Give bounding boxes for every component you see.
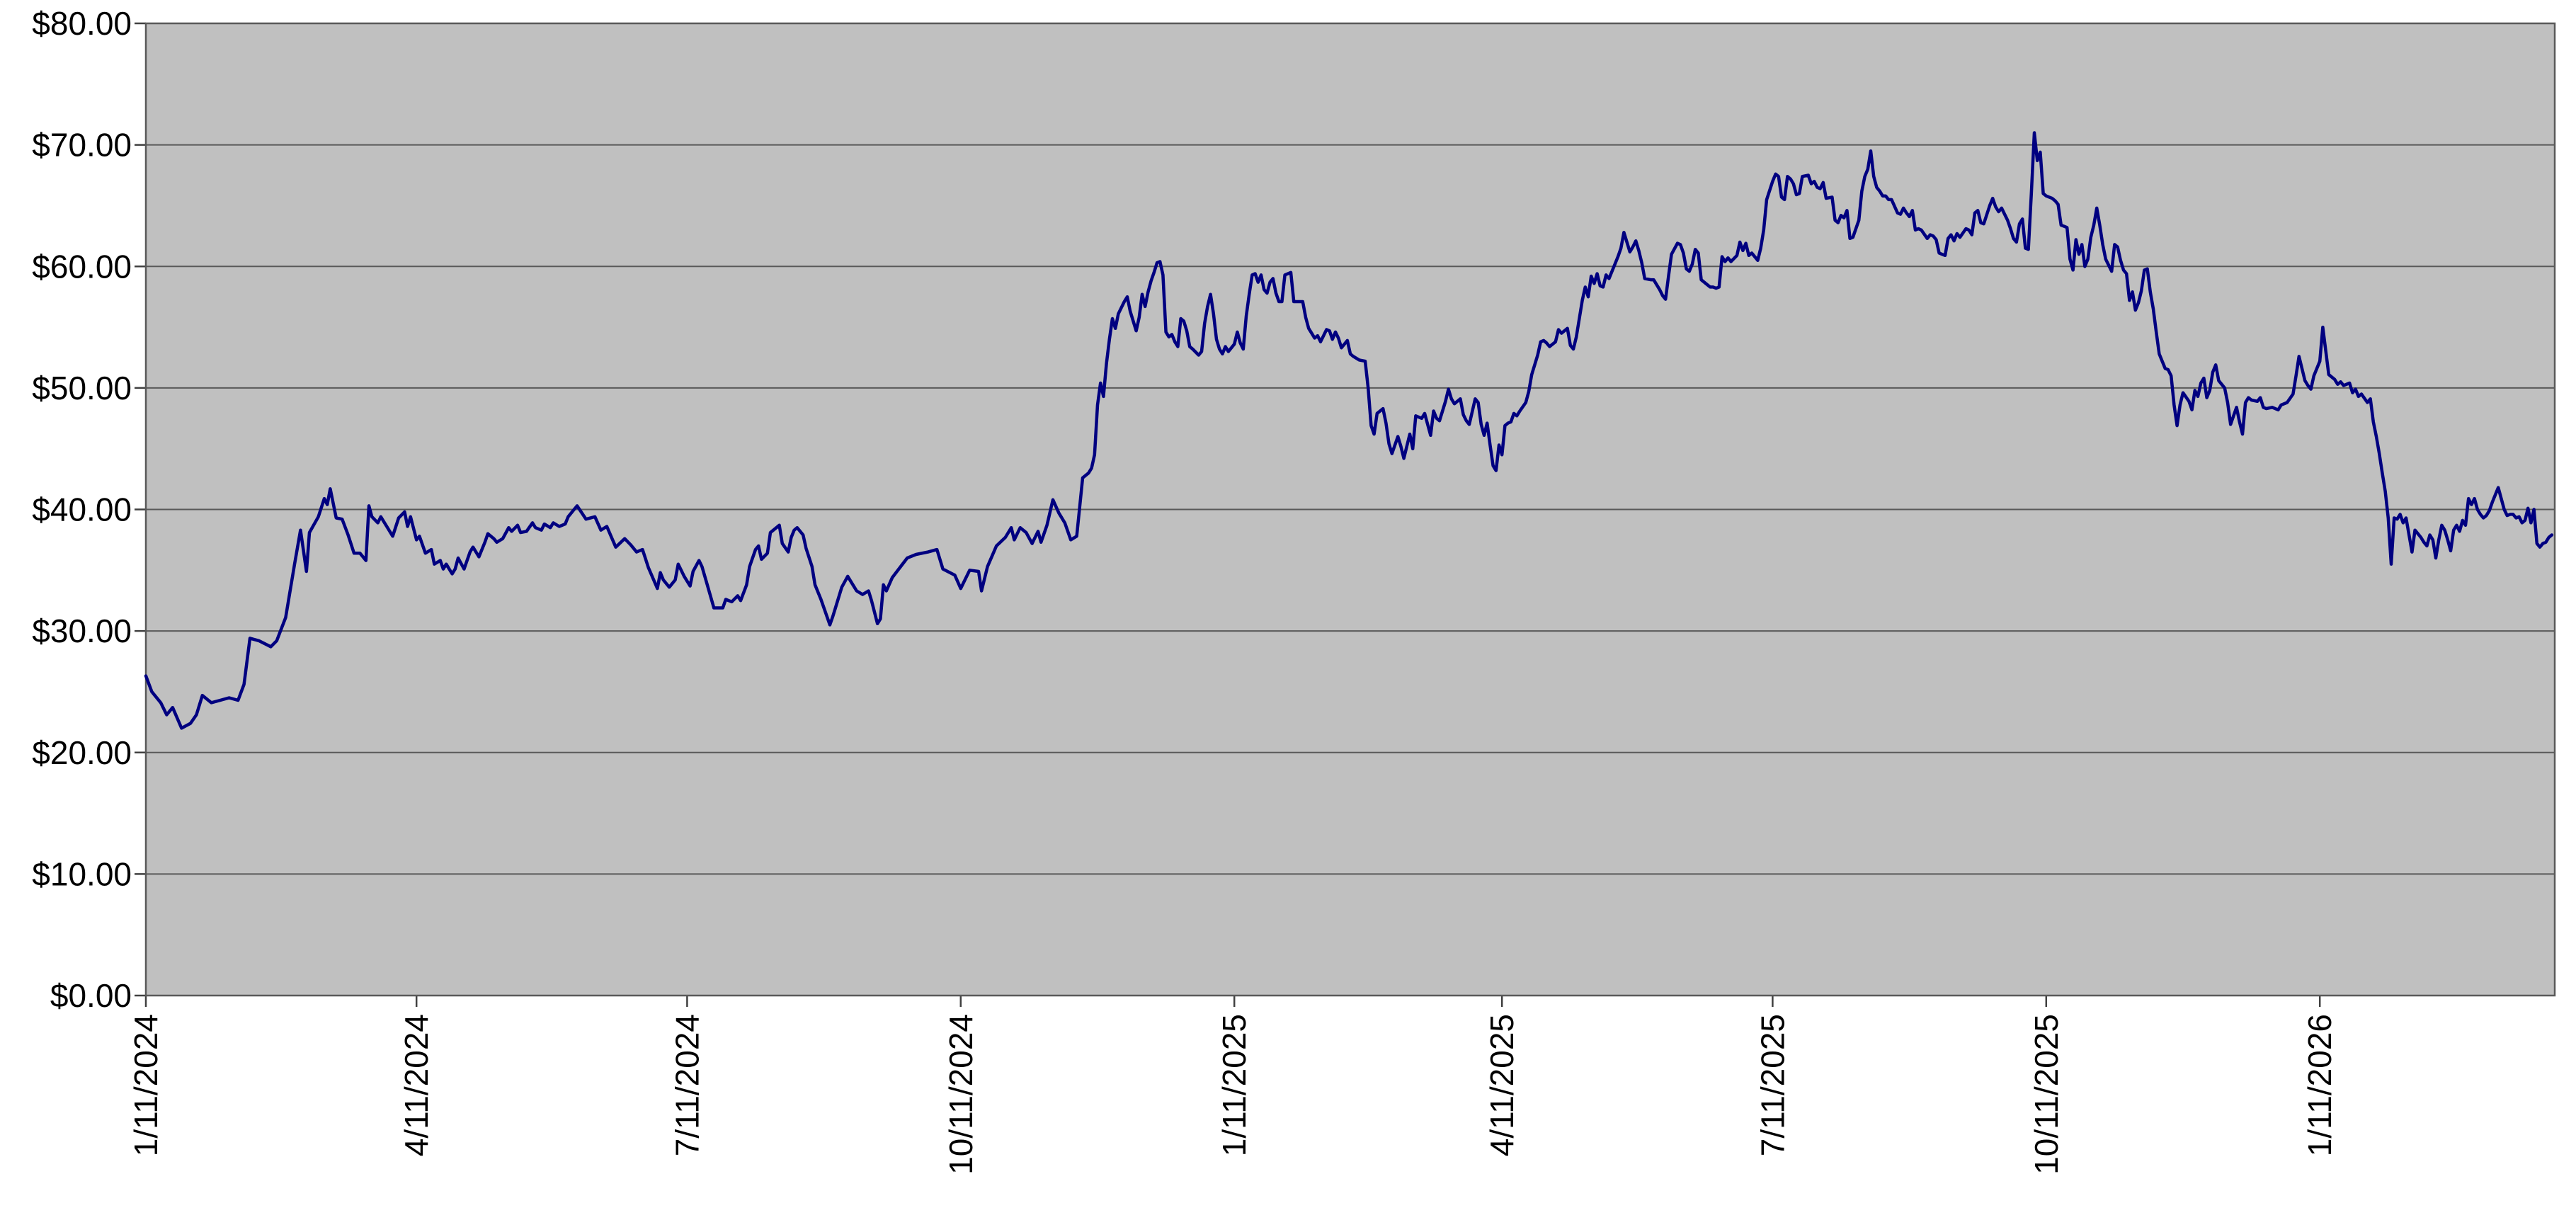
y-tick-label: $40.00 <box>32 491 132 528</box>
y-tick-label: $80.00 <box>32 5 132 42</box>
y-tick-label: $20.00 <box>32 734 132 771</box>
y-tick-label: $50.00 <box>32 370 132 406</box>
x-tick-label: 4/11/2024 <box>398 1014 435 1156</box>
x-tick-label: 1/11/2026 <box>2301 1014 2338 1156</box>
x-tick-label: 10/11/2024 <box>942 1014 979 1175</box>
x-tick-label: 4/11/2025 <box>1483 1014 1520 1156</box>
x-tick-label: 1/11/2024 <box>127 1014 164 1156</box>
x-tick-label: 7/11/2025 <box>1754 1014 1791 1156</box>
x-tick-label: 10/11/2025 <box>2028 1014 2065 1175</box>
price-line <box>144 131 2554 730</box>
y-tick-label: $30.00 <box>32 612 132 649</box>
y-tick-label: $70.00 <box>32 127 132 164</box>
x-tick-label: 1/11/2025 <box>1216 1014 1253 1156</box>
y-tick-label: $10.00 <box>32 855 132 892</box>
y-tick-label: $0.00 <box>50 977 132 1014</box>
y-tick-label: $60.00 <box>32 248 132 285</box>
plot-border <box>144 22 2556 997</box>
x-tick-label: 7/11/2024 <box>668 1014 705 1156</box>
